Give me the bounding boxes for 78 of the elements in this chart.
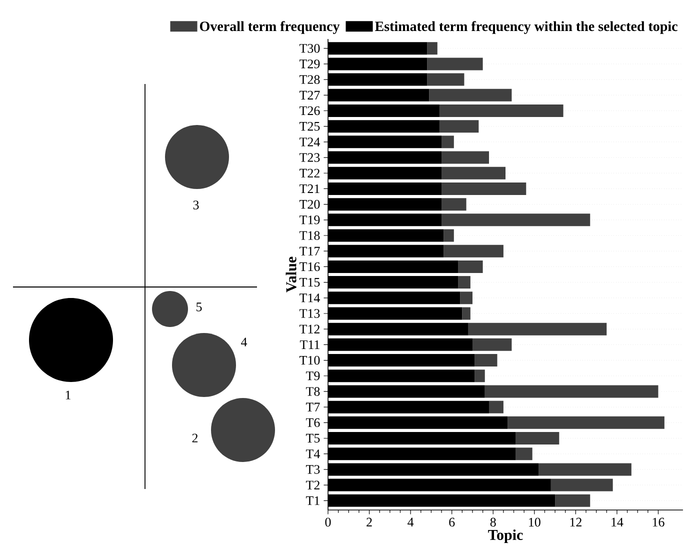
y-tick-label: T9	[306, 372, 320, 380]
bar	[439, 120, 479, 133]
y-tick-label: T30	[299, 44, 320, 53]
y-tick-label: T23	[299, 153, 320, 162]
y-tick-label: T22	[299, 168, 320, 178]
y-tick-label: T19	[299, 216, 320, 224]
bar	[429, 88, 512, 102]
bar	[555, 494, 590, 507]
bar	[427, 58, 483, 70]
text: 1	[66, 390, 70, 400]
bar	[427, 73, 464, 86]
y-tick-label: T8	[306, 387, 320, 396]
bar	[550, 478, 613, 492]
x-axis-title: Topic	[488, 529, 523, 544]
y-tick-label: T4	[306, 450, 320, 458]
bar	[427, 42, 438, 55]
bar	[442, 166, 506, 180]
y-tick-label: T1	[306, 496, 320, 505]
y-tick-label: T5	[306, 434, 320, 443]
y-tick-label: T26	[299, 106, 320, 116]
text: 2	[192, 434, 198, 442]
bar	[442, 136, 454, 148]
y-axis-title: Value	[286, 256, 296, 292]
y-tick-label: T15	[299, 278, 320, 287]
legend-label: Overall term frequency	[200, 21, 340, 34]
text: 4	[241, 338, 248, 346]
bar	[442, 182, 526, 195]
bar	[474, 370, 485, 382]
bar	[444, 244, 504, 258]
y-tick-label: T27	[299, 90, 320, 100]
bar	[484, 385, 658, 398]
bar	[458, 260, 483, 273]
y-tick-label: T25	[299, 122, 320, 131]
bar	[460, 292, 472, 304]
legend-label: Estimated term frequency within the selected topic	[375, 21, 678, 34]
text: 5	[196, 302, 202, 312]
x-tick-label: 8	[490, 518, 496, 527]
y-tick-label: T13	[299, 309, 320, 318]
y-tick-label: T2	[306, 480, 320, 490]
y-tick-label: T12	[299, 324, 320, 334]
bar	[442, 214, 590, 226]
x-tick-label: 16	[652, 518, 664, 527]
y-tick-label: T29	[299, 60, 320, 68]
bar	[468, 322, 607, 336]
x-tick-label: 2	[366, 518, 372, 526]
y-tick-label: T11	[300, 340, 320, 349]
y-tick-label: T10	[299, 356, 320, 365]
x-tick-label: 10	[529, 518, 540, 527]
bar	[516, 448, 532, 460]
bar	[472, 338, 512, 351]
x-tick-label: 14	[612, 518, 624, 526]
bar	[442, 151, 489, 164]
x-tick-label: 6	[449, 518, 455, 527]
y-tick-label: T24	[299, 138, 320, 146]
y-tick-label: T20	[299, 200, 320, 209]
y-tick-label: T6	[306, 418, 320, 428]
bar	[474, 354, 498, 367]
y-tick-label: T17	[299, 246, 320, 256]
y-tick-label: T28	[299, 75, 320, 84]
x-tick-label: 4	[408, 518, 414, 526]
y-tick-label: T7	[306, 402, 320, 412]
bar	[462, 307, 470, 320]
bar	[516, 432, 560, 445]
y-tick-label: T21	[299, 184, 320, 194]
bar	[444, 229, 454, 242]
bar	[458, 276, 470, 289]
bar	[439, 104, 564, 117]
y-tick-label: T14	[299, 294, 320, 302]
bar	[538, 463, 632, 476]
bar	[442, 198, 466, 211]
x-tick-label: 0	[325, 518, 331, 527]
bar	[508, 416, 664, 429]
text: 3	[193, 200, 199, 210]
bar	[488, 400, 504, 414]
y-tick-label: T3	[306, 465, 320, 474]
y-tick-label: T18	[299, 231, 320, 240]
x-tick-label: 12	[570, 518, 582, 526]
y-tick-label: T16	[299, 262, 320, 272]
